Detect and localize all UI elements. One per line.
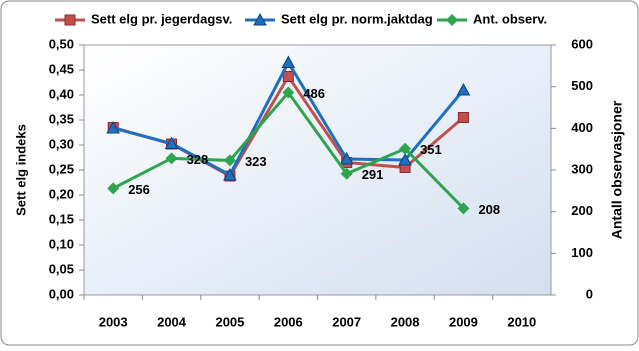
data-label: 351	[420, 142, 442, 157]
y2-tick-label: 0	[586, 286, 593, 301]
marker	[446, 14, 458, 26]
marker	[282, 86, 295, 99]
y-tick-label: 0,40	[49, 86, 74, 101]
marker	[339, 151, 354, 165]
data-label: 291	[362, 167, 384, 182]
y2-tick-label: 400	[571, 120, 593, 135]
legend-label: Sett elg pr. norm.jaktdag	[281, 11, 433, 26]
marker	[106, 120, 121, 134]
y2-tick-label: 300	[571, 161, 593, 176]
marker	[456, 82, 471, 96]
y-tick-label: 0,30	[49, 136, 74, 151]
y2-tick-label: 200	[571, 203, 593, 218]
data-label: 208	[478, 202, 500, 217]
marker	[340, 167, 353, 180]
legend-label: Sett elg pr. jegerdagsv.	[91, 11, 232, 26]
data-label: 256	[128, 182, 150, 197]
marker	[165, 152, 178, 165]
marker	[457, 202, 470, 215]
y-tick-label: 0,45	[49, 61, 74, 76]
y2-tick-label: 100	[571, 245, 593, 260]
x-tick-label: 2004	[157, 314, 187, 329]
marker	[281, 55, 296, 68]
x-tick-label: 2008	[391, 314, 420, 329]
y-tick-label: 0,05	[49, 261, 74, 276]
x-tick-label: 2007	[332, 314, 361, 329]
marker	[282, 71, 294, 82]
x-tick-label: 2010	[507, 314, 536, 329]
y-axis-title: Sett elg indeks	[13, 124, 28, 216]
x-tick-label: 2009	[449, 314, 478, 329]
marker	[64, 14, 76, 26]
marker	[223, 167, 237, 181]
marker	[457, 112, 469, 123]
marker	[398, 152, 412, 166]
marker	[253, 12, 267, 26]
x-tick-label: 2003	[99, 314, 128, 329]
y2-tick-label: 600	[571, 36, 593, 51]
data-label: 323	[245, 154, 267, 169]
y-tick-label: 0,15	[49, 211, 74, 226]
y-tick-label: 0,00	[49, 286, 74, 301]
x-tick-label: 2006	[274, 314, 303, 329]
marker	[164, 136, 179, 149]
marker	[107, 182, 120, 195]
marker	[223, 154, 236, 167]
data-label: 328	[187, 152, 209, 167]
x-tick-label: 2005	[215, 314, 244, 329]
y2-axis-title: Antall observasjoner	[609, 100, 625, 239]
y-tick-label: 0,35	[49, 111, 74, 126]
y-tick-label: 0,20	[49, 186, 74, 201]
y-tick-label: 0,50	[49, 36, 74, 51]
y-tick-label: 0,25	[49, 161, 74, 176]
y2-tick-label: 500	[571, 78, 593, 93]
y-tick-label: 0,10	[49, 236, 74, 251]
legend-label: Ant. observ.	[473, 11, 547, 26]
marker	[399, 142, 412, 155]
plot-area	[83, 44, 552, 296]
data-label: 486	[303, 86, 325, 101]
